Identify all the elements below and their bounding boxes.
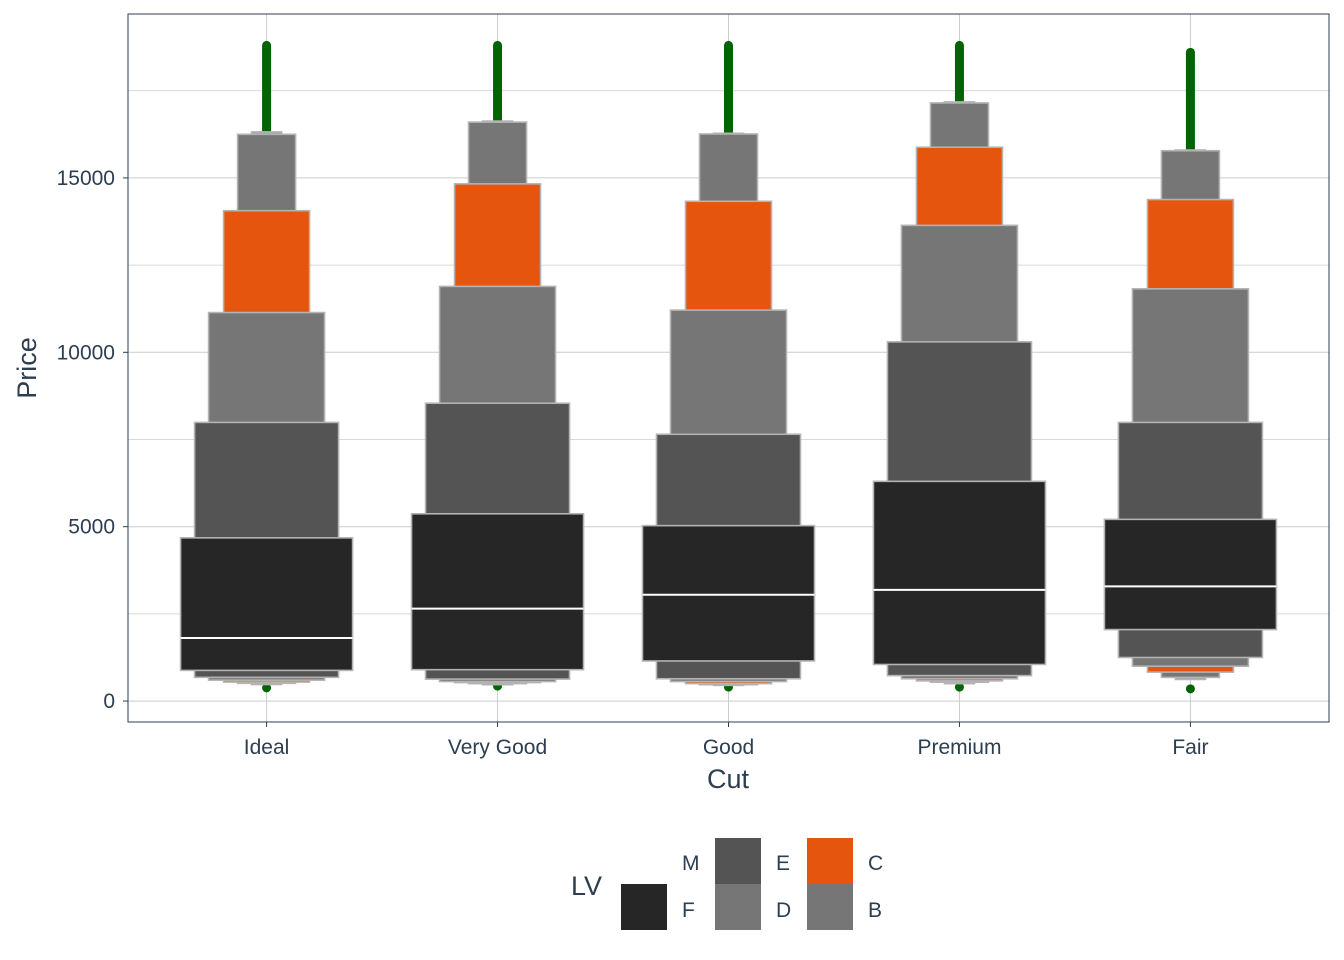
legend-label-c: C xyxy=(868,852,883,875)
series-fair xyxy=(1103,47,1278,694)
letter-value-boxes xyxy=(179,40,1278,694)
legend-key-e xyxy=(715,838,761,884)
y-tick-label: 5000 xyxy=(68,516,115,539)
legend-key-c xyxy=(807,838,853,884)
x-axis-title: Cut xyxy=(707,764,750,794)
series-ideal xyxy=(179,40,354,693)
outlier-lower xyxy=(954,682,964,692)
x-tick-label: Premium xyxy=(917,736,1001,759)
legend-key-d xyxy=(715,884,761,930)
y-tick-label: 10000 xyxy=(57,341,115,364)
letter-value-box-f xyxy=(641,524,816,662)
legend-label-m: M xyxy=(682,852,700,875)
legend-key-f xyxy=(621,884,667,930)
series-premium xyxy=(872,40,1047,692)
x-tick-label: Ideal xyxy=(244,736,290,759)
letter-value-box-f xyxy=(410,512,585,671)
legend-label-d: D xyxy=(776,899,791,922)
y-axis-title: Price xyxy=(12,337,42,399)
letter-value-box-f xyxy=(872,480,1047,666)
x-axis-ticks: Ideal Very Good Good Premium Fair xyxy=(244,722,1209,759)
letter-value-box-f xyxy=(179,537,354,672)
x-tick-label: Fair xyxy=(1172,736,1208,759)
legend-label-b: B xyxy=(868,899,882,922)
y-tick-label: 15000 xyxy=(57,167,115,190)
letter-value-box-f xyxy=(1103,518,1278,631)
legend-label-f: F xyxy=(682,899,695,922)
x-tick-label: Very Good xyxy=(448,736,547,759)
series-good xyxy=(641,40,816,692)
outlier-lower xyxy=(262,683,272,693)
x-tick-label: Good xyxy=(703,736,754,759)
legend-title: LV xyxy=(571,871,602,901)
y-tick-label: 0 xyxy=(103,690,115,713)
outlier-lower xyxy=(1185,684,1195,694)
y-axis-ticks: 0 5000 10000 15000 xyxy=(57,167,128,713)
legend-key-b xyxy=(807,884,853,930)
series-very-good xyxy=(410,40,585,691)
legend-label-e: E xyxy=(776,852,790,875)
legend: LV F M E D C B xyxy=(571,838,883,930)
